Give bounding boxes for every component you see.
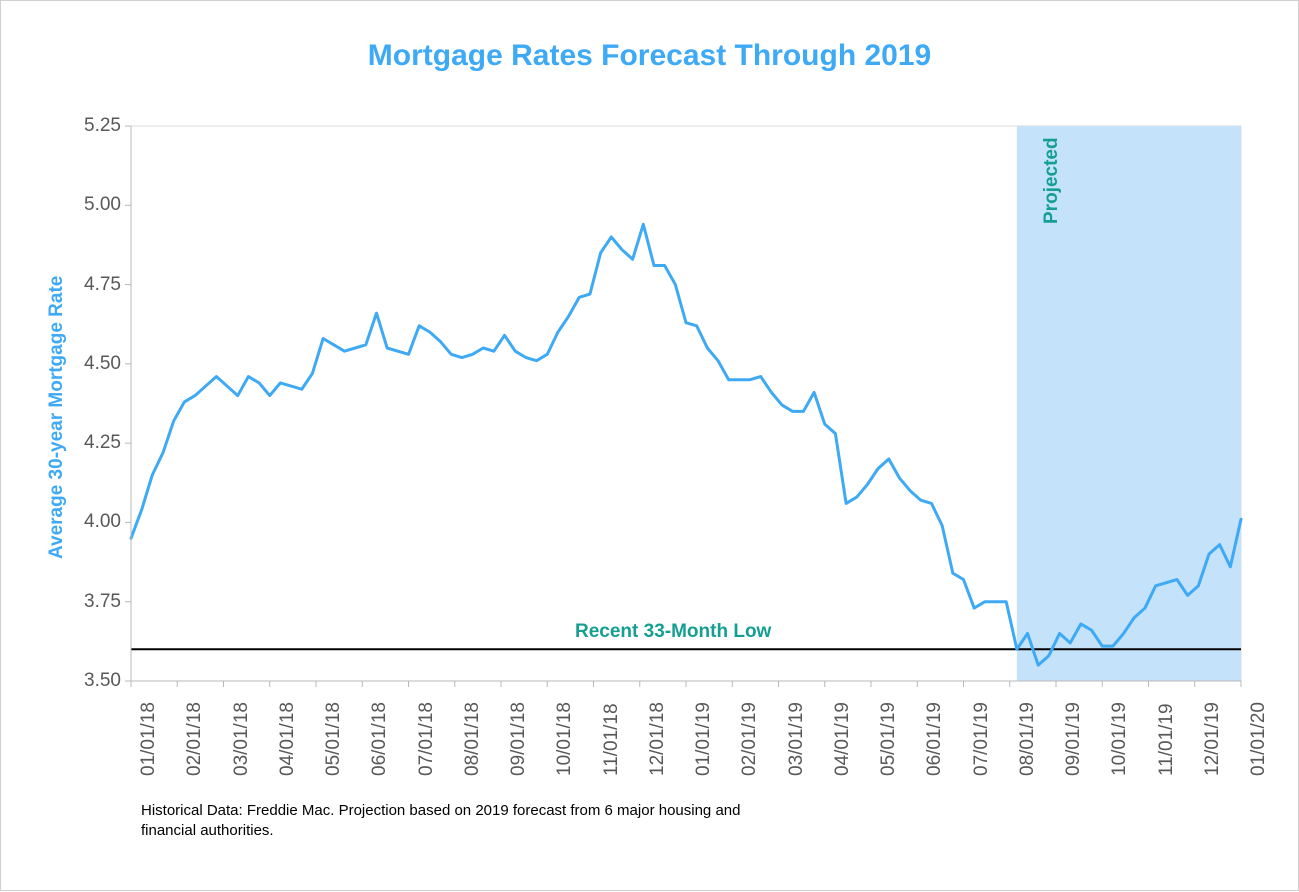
reference-line-label: Recent 33-Month Low: [575, 621, 771, 643]
x-tick-label: 12/01/18: [647, 702, 669, 776]
x-tick-label: 03/01/19: [786, 702, 808, 776]
y-tick-label: 4.75: [61, 274, 121, 296]
chart-footnote: Historical Data: Freddie Mac. Projection…: [141, 801, 781, 842]
y-tick-label: 5.25: [61, 115, 121, 137]
x-tick-label: 11/01/18: [601, 703, 623, 776]
x-tick-label: 07/01/18: [416, 702, 438, 776]
x-tick-label: 09/01/19: [1063, 702, 1085, 776]
x-tick-label: 04/01/19: [832, 702, 854, 776]
projected-band-label: Projected: [1041, 137, 1063, 224]
x-tick-label: 10/01/19: [1109, 702, 1131, 776]
x-tick-label: 06/01/18: [369, 702, 391, 776]
x-tick-label: 08/01/19: [1017, 702, 1039, 776]
x-tick-label: 11/01/19: [1156, 703, 1178, 776]
x-tick-label: 03/01/18: [231, 702, 253, 776]
y-tick-label: 5.00: [61, 194, 121, 216]
y-tick-label: 3.75: [61, 591, 121, 613]
y-tick-label: 4.50: [61, 353, 121, 375]
x-tick-label: 01/01/19: [693, 702, 715, 776]
x-tick-label: 09/01/18: [508, 702, 530, 776]
x-tick-label: 02/01/18: [184, 702, 206, 776]
x-tick-label: 01/01/20: [1248, 702, 1270, 776]
x-tick-label: 07/01/19: [971, 702, 993, 776]
x-tick-label: 08/01/18: [462, 702, 484, 776]
y-tick-label: 4.00: [61, 511, 121, 533]
x-tick-label: 05/01/18: [323, 702, 345, 776]
y-tick-label: 3.50: [61, 670, 121, 692]
chart-container: Mortgage Rates Forecast Through 2019 Ave…: [0, 0, 1299, 891]
x-tick-label: 06/01/19: [924, 702, 946, 776]
x-tick-label: 04/01/18: [277, 702, 299, 776]
x-tick-label: 01/01/18: [138, 702, 160, 776]
x-tick-label: 02/01/19: [739, 702, 761, 776]
x-tick-label: 05/01/19: [878, 702, 900, 776]
x-tick-label: 12/01/19: [1202, 702, 1224, 776]
x-tick-label: 10/01/18: [554, 702, 576, 776]
y-tick-label: 4.25: [61, 432, 121, 454]
